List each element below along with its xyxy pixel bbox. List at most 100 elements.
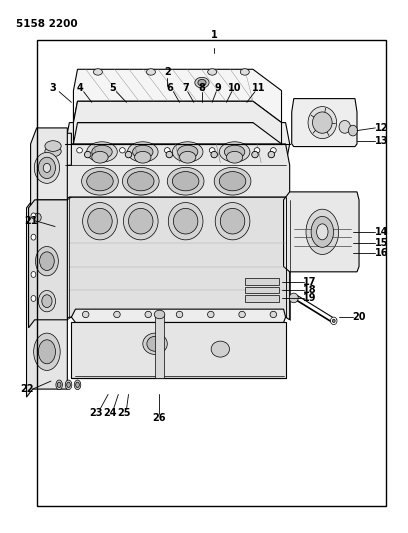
Ellipse shape bbox=[173, 208, 198, 234]
Text: 1: 1 bbox=[211, 30, 217, 39]
Ellipse shape bbox=[177, 145, 198, 159]
Polygon shape bbox=[73, 101, 282, 144]
Ellipse shape bbox=[40, 252, 54, 271]
Ellipse shape bbox=[125, 151, 132, 158]
Polygon shape bbox=[29, 200, 67, 328]
Ellipse shape bbox=[88, 208, 112, 234]
Polygon shape bbox=[292, 99, 357, 147]
Polygon shape bbox=[31, 128, 67, 208]
Text: 26: 26 bbox=[152, 414, 166, 423]
Text: 22: 22 bbox=[20, 384, 33, 394]
Ellipse shape bbox=[214, 167, 251, 195]
Ellipse shape bbox=[93, 69, 102, 75]
Ellipse shape bbox=[86, 142, 118, 162]
Ellipse shape bbox=[220, 142, 250, 162]
Text: 3: 3 bbox=[50, 83, 56, 93]
Ellipse shape bbox=[34, 152, 60, 183]
Ellipse shape bbox=[215, 203, 250, 240]
Text: 25: 25 bbox=[118, 408, 131, 418]
Text: 17: 17 bbox=[303, 278, 317, 287]
Ellipse shape bbox=[45, 141, 61, 151]
Ellipse shape bbox=[306, 209, 339, 255]
Ellipse shape bbox=[169, 203, 203, 240]
Ellipse shape bbox=[65, 380, 72, 390]
Ellipse shape bbox=[38, 290, 55, 312]
Ellipse shape bbox=[92, 151, 108, 163]
Ellipse shape bbox=[43, 163, 51, 173]
Ellipse shape bbox=[271, 148, 276, 153]
Bar bbox=[245, 295, 279, 302]
Text: 7: 7 bbox=[182, 83, 189, 93]
Bar bbox=[245, 287, 279, 293]
Ellipse shape bbox=[219, 172, 246, 191]
Ellipse shape bbox=[35, 246, 58, 276]
Bar bbox=[155, 314, 164, 378]
Polygon shape bbox=[65, 197, 290, 320]
Ellipse shape bbox=[172, 172, 199, 191]
Ellipse shape bbox=[56, 380, 62, 390]
Ellipse shape bbox=[348, 125, 357, 136]
Ellipse shape bbox=[208, 69, 217, 75]
Text: 11: 11 bbox=[252, 83, 266, 93]
Polygon shape bbox=[73, 69, 282, 123]
Ellipse shape bbox=[33, 333, 60, 370]
Polygon shape bbox=[284, 192, 359, 272]
Text: 24: 24 bbox=[103, 408, 117, 418]
Ellipse shape bbox=[92, 145, 112, 159]
Ellipse shape bbox=[143, 333, 167, 354]
Text: 9: 9 bbox=[215, 83, 222, 93]
Ellipse shape bbox=[123, 203, 158, 240]
Ellipse shape bbox=[133, 145, 153, 159]
Ellipse shape bbox=[135, 151, 151, 163]
Ellipse shape bbox=[129, 208, 153, 234]
Polygon shape bbox=[27, 200, 67, 397]
Text: 4: 4 bbox=[76, 83, 83, 93]
Polygon shape bbox=[65, 144, 290, 200]
Ellipse shape bbox=[172, 142, 203, 162]
Ellipse shape bbox=[313, 112, 332, 133]
Ellipse shape bbox=[332, 319, 335, 322]
Text: 20: 20 bbox=[352, 312, 366, 322]
Text: 18: 18 bbox=[303, 286, 317, 295]
Text: 2: 2 bbox=[164, 67, 171, 77]
Ellipse shape bbox=[211, 151, 217, 158]
Ellipse shape bbox=[209, 148, 215, 153]
Ellipse shape bbox=[270, 311, 277, 318]
Ellipse shape bbox=[198, 79, 206, 86]
Ellipse shape bbox=[84, 151, 91, 158]
Text: 19: 19 bbox=[303, 294, 317, 303]
Ellipse shape bbox=[146, 69, 155, 75]
Text: 14: 14 bbox=[375, 227, 388, 237]
Ellipse shape bbox=[82, 203, 118, 240]
Ellipse shape bbox=[164, 148, 170, 153]
Ellipse shape bbox=[31, 213, 36, 219]
Ellipse shape bbox=[42, 295, 52, 308]
Ellipse shape bbox=[127, 142, 158, 162]
Ellipse shape bbox=[31, 235, 36, 240]
Ellipse shape bbox=[127, 172, 154, 191]
Ellipse shape bbox=[289, 293, 298, 303]
Ellipse shape bbox=[311, 216, 334, 247]
Text: 10: 10 bbox=[228, 83, 242, 93]
Ellipse shape bbox=[195, 77, 209, 88]
Ellipse shape bbox=[122, 167, 159, 195]
Bar bbox=[37, 40, 386, 506]
Ellipse shape bbox=[254, 148, 260, 153]
Ellipse shape bbox=[120, 148, 125, 153]
Ellipse shape bbox=[76, 382, 79, 387]
Ellipse shape bbox=[45, 146, 61, 157]
Text: 8: 8 bbox=[199, 83, 205, 93]
Ellipse shape bbox=[330, 317, 337, 325]
Text: 12: 12 bbox=[375, 123, 388, 133]
Text: 15: 15 bbox=[375, 238, 388, 247]
Ellipse shape bbox=[67, 382, 71, 387]
Ellipse shape bbox=[114, 311, 120, 318]
Text: 13: 13 bbox=[375, 136, 388, 146]
Ellipse shape bbox=[31, 271, 36, 277]
Text: 16: 16 bbox=[375, 248, 388, 258]
Ellipse shape bbox=[252, 151, 258, 158]
Ellipse shape bbox=[308, 107, 337, 139]
Ellipse shape bbox=[147, 336, 163, 351]
Ellipse shape bbox=[31, 295, 36, 302]
Ellipse shape bbox=[82, 167, 118, 195]
